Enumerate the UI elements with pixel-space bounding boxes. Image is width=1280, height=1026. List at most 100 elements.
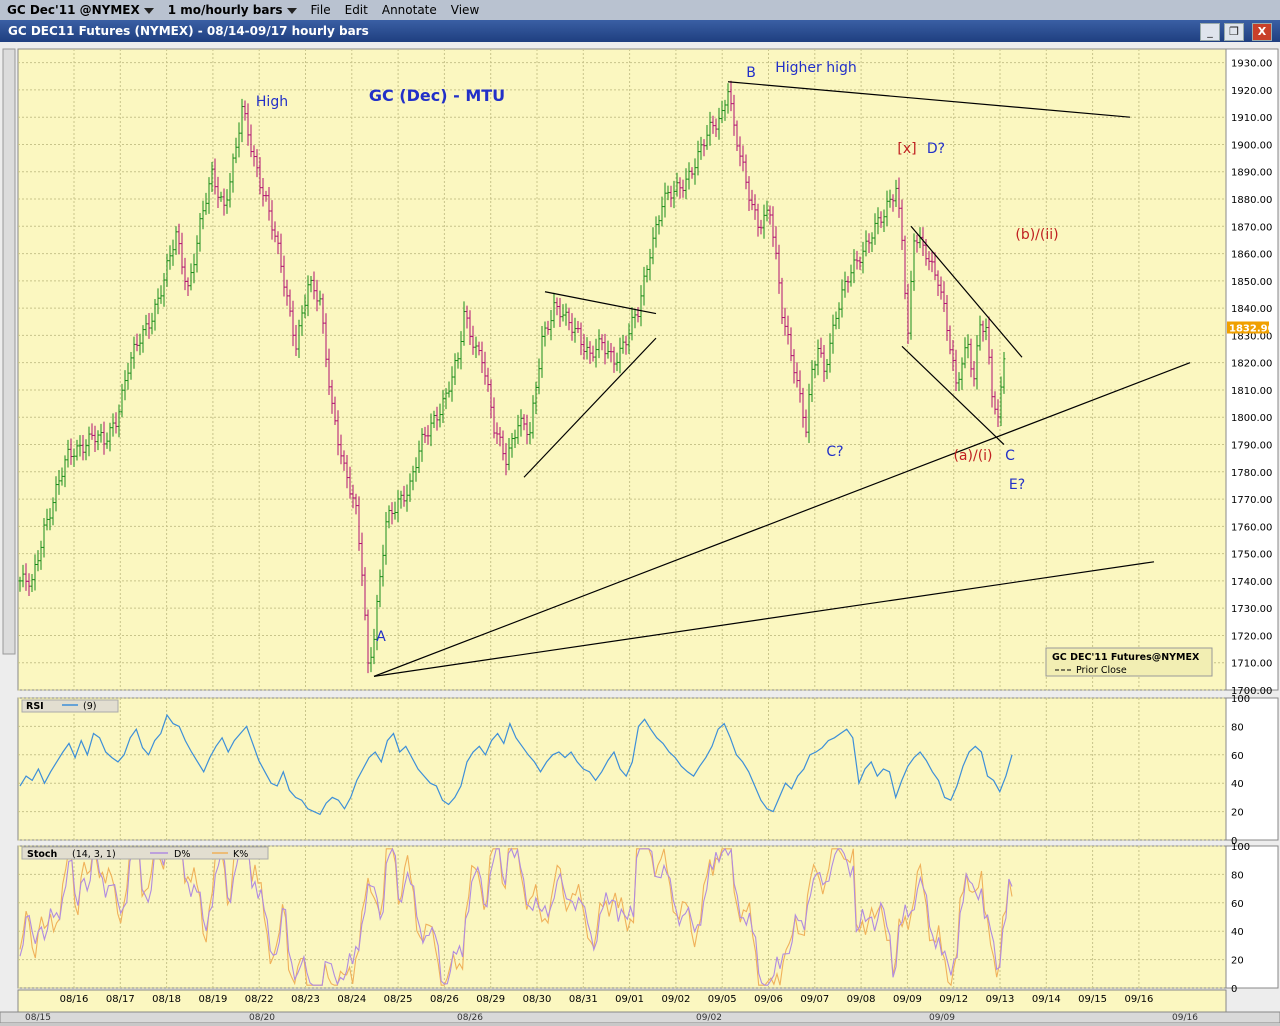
vertical-scrollbar [2,48,16,655]
wave-label: E? [1009,477,1025,493]
y-tick-label: 1870.00 [1231,222,1272,233]
y-tick-label: 1800.00 [1231,413,1272,424]
y-tick-label: 80 [1231,870,1244,881]
trendline [727,81,1131,118]
chart-svg[interactable]: 08/16 08/17 08/18 08/19 08/22 08/23 08/24 08/25… [0,42,1280,1024]
wave-label: D? [927,141,945,157]
price-panel-axis [1225,48,1279,691]
x-tick-label: 08/24 [337,994,366,1005]
stoch-d-line [19,847,1013,986]
y-tick-label: 1840.00 [1231,304,1272,315]
close-button[interactable]: X [1252,23,1272,41]
time-scrollbar [0,1011,1280,1024]
x-tick-label: 08/31 [569,994,598,1005]
y-tick-label: 20 [1231,956,1244,967]
y-tick-label: 1880.00 [1231,195,1272,206]
rsi-line [19,713,1013,816]
symbol-dropdown[interactable]: GC Dec'11 @NYMEX [0,3,161,17]
x-tick-label: 09/08 [847,994,876,1005]
x-tick-label: 09/02 [661,994,690,1005]
y-tick-label: 20 [1231,808,1244,819]
x-tick-label: 08/25 [384,994,413,1005]
menu-annotate[interactable]: Annotate [381,3,437,17]
y-tick-label: 40 [1231,779,1244,790]
y-tick-label: 1860.00 [1231,250,1272,261]
x-tick-label-week: 09/02 [696,1013,722,1023]
x-tick-label: 09/16 [1124,994,1153,1005]
trendline [373,561,1155,677]
x-tick-label: 08/23 [291,994,320,1005]
y-tick-label: 60 [1231,899,1244,910]
y-tick-label: 1720.00 [1231,631,1272,642]
y-tick-label: 1850.00 [1231,277,1272,288]
x-tick-label: 08/17 [106,994,135,1005]
y-tick-label: 1930.00 [1231,59,1272,70]
stoch-title: Stoch [27,849,58,860]
wave-label: High [256,94,288,110]
menu-bar: GC Dec'11 @NYMEX 1 mo/hourly bars File E… [0,0,1280,21]
legend-prior-close: Prior Close [1076,665,1127,676]
wave-label: B [746,65,756,81]
legend-title: GC DEC'11 Futures@NYMEX [1052,652,1200,663]
menu-file[interactable]: File [310,3,331,17]
rsi-panel-axis [1225,697,1279,841]
x-tick-label: 08/16 [60,994,89,1005]
y-tick-label: 1820.00 [1231,359,1272,370]
maximize-button[interactable]: ❐ [1224,23,1244,41]
stoch-params: (14, 3, 1) [72,849,116,860]
y-tick-label: 0 [1231,984,1237,995]
wave-label: (a)/(i) [953,448,992,464]
trendline [373,362,1191,677]
trendline [544,291,657,315]
x-tick-label: 08/26 [430,994,459,1005]
x-tick-label: 09/12 [939,994,968,1005]
chevron-down-icon [143,7,154,14]
y-tick-label: 1900.00 [1231,140,1272,151]
trendline [523,337,657,478]
x-tick-label-week: 08/15 [25,1013,51,1023]
stoch-panel [17,845,1227,989]
y-tick-label: 1740.00 [1231,577,1272,588]
stoch-panel-axis [1225,845,1279,989]
y-tick-label: 0 [1231,836,1237,847]
rsi-param: (9) [83,701,96,712]
price-panel [17,48,1227,691]
x-tick-label: 09/07 [800,994,829,1005]
y-tick-label: 1770.00 [1231,495,1272,506]
wave-label: A [376,629,386,645]
y-tick-label: 100 [1231,694,1250,705]
trendline [910,225,1023,358]
wave-label: Higher high [775,60,857,76]
minimize-button[interactable]: _ [1200,23,1220,41]
menu-edit[interactable]: Edit [344,3,368,17]
x-tick-label: 09/15 [1078,994,1107,1005]
y-tick-label: 80 [1231,722,1244,733]
wave-label: (b)/(ii) [1015,227,1058,243]
window-title-bar: GC DEC11 Futures (NYMEX) - 08/14-09/17 h… [0,20,1280,42]
x-tick-label: 09/13 [986,994,1015,1005]
last-price-label: 1832.90 [1229,323,1275,334]
y-tick-label: 100 [1231,842,1250,853]
wave-label: C [1005,448,1015,464]
rsi-panel [17,697,1227,841]
x-tick-label: 09/09 [893,994,922,1005]
stoch-k-label: K% [233,849,248,860]
wave-label: C? [826,444,843,460]
interval-dropdown[interactable]: 1 mo/hourly bars [161,3,304,17]
x-tick-label-week: 09/16 [1172,1013,1198,1023]
x-tick-label: 09/05 [708,994,737,1005]
y-tick-label: 1920.00 [1231,86,1272,97]
y-tick-label: 1890.00 [1231,168,1272,179]
y-tick-label: 1750.00 [1231,550,1272,561]
y-tick-label: 1780.00 [1231,468,1272,479]
x-tick-label: 08/18 [152,994,181,1005]
y-tick-label: 1700.00 [1231,686,1272,697]
stoch-d-label: D% [174,849,190,860]
menu-view[interactable]: View [450,3,480,17]
y-tick-label: 1830.00 [1231,331,1272,342]
y-tick-label: 1730.00 [1231,604,1272,615]
y-tick-label: 1710.00 [1231,659,1272,670]
y-tick-label: 40 [1231,927,1244,938]
y-tick-label: 1790.00 [1231,441,1272,452]
trendline [901,345,1005,445]
